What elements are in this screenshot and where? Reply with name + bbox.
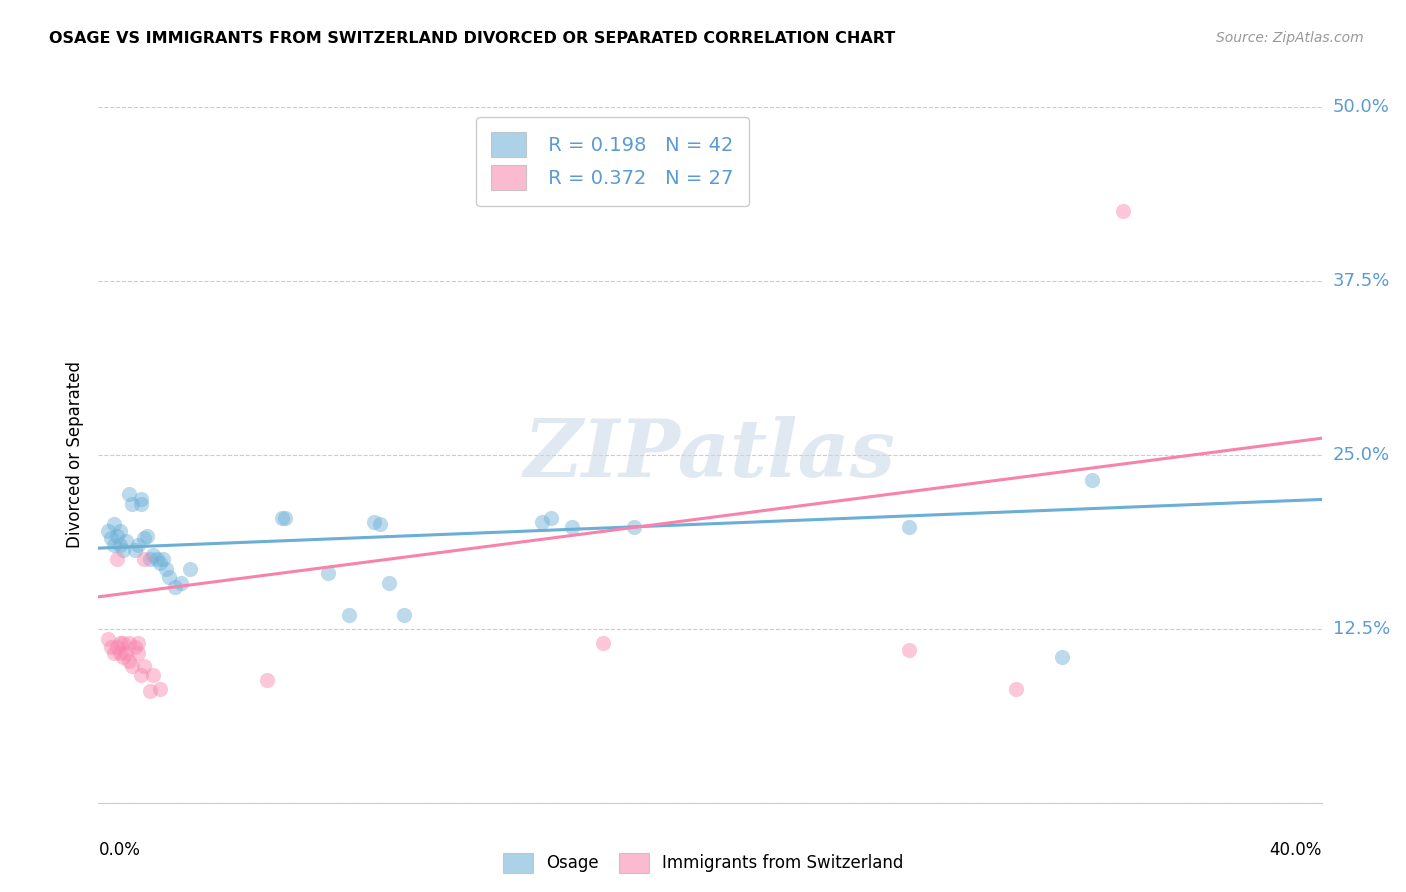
Point <box>592 636 614 650</box>
Point <box>378 576 401 591</box>
Point <box>337 607 360 622</box>
Point <box>1050 649 1073 664</box>
Point <box>530 515 553 529</box>
Point <box>124 542 146 557</box>
Point <box>105 552 128 566</box>
Point <box>142 667 165 681</box>
Point <box>121 659 143 673</box>
Point <box>897 642 920 657</box>
Point <box>127 636 149 650</box>
Point <box>1004 681 1026 696</box>
Point <box>103 538 125 552</box>
Point <box>897 520 920 534</box>
Point <box>108 636 131 650</box>
Point <box>139 552 162 566</box>
Point <box>368 517 391 532</box>
Point <box>256 673 278 688</box>
Point <box>134 532 156 546</box>
Point <box>540 510 562 524</box>
Point <box>157 570 180 584</box>
Point <box>316 566 339 581</box>
Point <box>170 576 193 591</box>
Point <box>136 528 159 542</box>
Point <box>1081 473 1104 487</box>
Point <box>111 542 134 557</box>
Point <box>108 538 131 552</box>
Point <box>111 649 134 664</box>
Point <box>127 538 149 552</box>
Text: 0.0%: 0.0% <box>98 841 141 859</box>
Point <box>103 517 125 532</box>
Point <box>129 667 152 681</box>
Text: ZIPatlas: ZIPatlas <box>524 417 896 493</box>
Point <box>561 520 583 534</box>
Point <box>142 548 165 562</box>
Point <box>270 510 292 524</box>
Legend: Osage, Immigrants from Switzerland: Osage, Immigrants from Switzerland <box>496 847 910 880</box>
Point <box>134 552 156 566</box>
Point <box>108 646 131 660</box>
Text: 40.0%: 40.0% <box>1270 841 1322 859</box>
Point <box>134 659 156 673</box>
Point <box>100 640 122 654</box>
Point <box>124 640 146 654</box>
Point <box>145 552 167 566</box>
Point <box>115 534 138 549</box>
Point <box>111 636 134 650</box>
Point <box>149 557 172 571</box>
Point <box>105 640 128 654</box>
Point <box>118 636 141 650</box>
Point <box>152 552 174 566</box>
Point <box>139 684 162 698</box>
Text: 37.5%: 37.5% <box>1333 272 1391 290</box>
Point <box>179 562 201 576</box>
Point <box>1112 204 1135 219</box>
Point <box>108 524 131 539</box>
Point <box>97 632 120 646</box>
Point <box>155 562 177 576</box>
Y-axis label: Divorced or Separated: Divorced or Separated <box>66 361 84 549</box>
Text: 50.0%: 50.0% <box>1333 98 1389 116</box>
Point <box>163 580 186 594</box>
Point <box>97 524 120 539</box>
Point <box>363 515 385 529</box>
Legend:  R = 0.198   N = 42,  R = 0.372   N = 27: R = 0.198 N = 42, R = 0.372 N = 27 <box>475 117 748 206</box>
Point <box>103 646 125 660</box>
Point <box>118 654 141 668</box>
Point <box>392 607 416 622</box>
Point <box>115 646 138 660</box>
Point <box>149 681 172 696</box>
Text: 12.5%: 12.5% <box>1333 620 1391 638</box>
Point <box>623 520 645 534</box>
Point <box>118 487 141 501</box>
Text: Source: ZipAtlas.com: Source: ZipAtlas.com <box>1216 31 1364 45</box>
Text: OSAGE VS IMMIGRANTS FROM SWITZERLAND DIVORCED OR SEPARATED CORRELATION CHART: OSAGE VS IMMIGRANTS FROM SWITZERLAND DIV… <box>49 31 896 46</box>
Text: 25.0%: 25.0% <box>1333 446 1391 464</box>
Point <box>100 532 122 546</box>
Point <box>121 497 143 511</box>
Point <box>129 497 152 511</box>
Point <box>105 528 128 542</box>
Point <box>129 492 152 507</box>
Point <box>127 646 149 660</box>
Point <box>274 510 297 524</box>
